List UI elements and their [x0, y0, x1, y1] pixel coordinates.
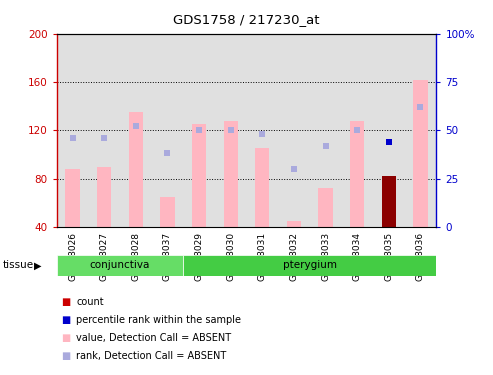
Point: [417, 104, 424, 110]
Text: ▶: ▶: [34, 260, 41, 270]
Text: ■: ■: [62, 333, 71, 343]
Bar: [57, 34, 88, 227]
Bar: [66, 169, 80, 227]
Bar: [129, 112, 143, 227]
Bar: [413, 80, 427, 227]
Text: percentile rank within the sample: percentile rank within the sample: [76, 315, 242, 325]
Point: [164, 150, 172, 156]
Point: [353, 128, 361, 134]
Point: [69, 135, 76, 141]
Bar: [160, 197, 175, 227]
Bar: [215, 34, 246, 227]
Text: ■: ■: [62, 351, 71, 361]
Bar: [183, 34, 215, 227]
Point: [100, 135, 108, 141]
Point: [258, 131, 266, 137]
Bar: [223, 121, 238, 227]
Point: [195, 128, 203, 134]
Bar: [310, 34, 341, 227]
Text: pterygium: pterygium: [283, 260, 337, 270]
Point: [290, 166, 298, 172]
Text: tissue: tissue: [2, 260, 34, 270]
Bar: [318, 188, 333, 227]
Bar: [405, 34, 436, 227]
Bar: [382, 176, 396, 227]
Text: ■: ■: [62, 315, 71, 325]
Text: count: count: [76, 297, 104, 307]
Bar: [120, 34, 152, 227]
Bar: [341, 34, 373, 227]
Bar: [350, 121, 364, 227]
Bar: [57, 255, 183, 276]
Bar: [246, 34, 278, 227]
Bar: [287, 221, 301, 227]
Bar: [152, 34, 183, 227]
Bar: [255, 148, 270, 227]
Text: rank, Detection Call = ABSENT: rank, Detection Call = ABSENT: [76, 351, 227, 361]
Point: [385, 139, 393, 145]
Text: ■: ■: [62, 297, 71, 307]
Text: GDS1758 / 217230_at: GDS1758 / 217230_at: [173, 13, 320, 26]
Text: conjunctiva: conjunctiva: [90, 260, 150, 270]
Bar: [278, 34, 310, 227]
Bar: [97, 166, 111, 227]
Text: value, Detection Call = ABSENT: value, Detection Call = ABSENT: [76, 333, 232, 343]
Bar: [88, 34, 120, 227]
Bar: [183, 255, 436, 276]
Point: [227, 128, 235, 134]
Point: [321, 143, 329, 149]
Point: [132, 123, 140, 129]
Bar: [192, 124, 206, 227]
Bar: [373, 34, 405, 227]
